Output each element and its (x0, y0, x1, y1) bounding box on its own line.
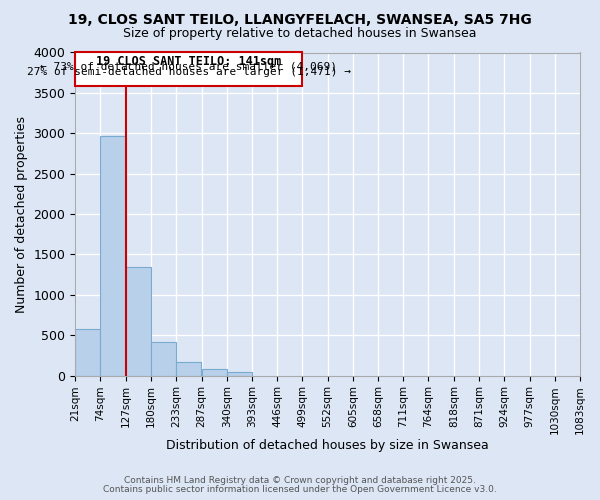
X-axis label: Distribution of detached houses by size in Swansea: Distribution of detached houses by size … (166, 440, 489, 452)
Text: Contains public sector information licensed under the Open Government Licence v3: Contains public sector information licen… (103, 485, 497, 494)
Bar (125, 268, 151, 376)
FancyBboxPatch shape (75, 52, 302, 86)
Bar (100, 136, 125, 376)
Text: 19 CLOS SANT TEILO: 141sqm: 19 CLOS SANT TEILO: 141sqm (96, 55, 281, 68)
Text: Contains HM Land Registry data © Crown copyright and database right 2025.: Contains HM Land Registry data © Crown c… (124, 476, 476, 485)
Text: ← 73% of detached houses are smaller (4,069): ← 73% of detached houses are smaller (4,… (40, 62, 337, 72)
Y-axis label: Number of detached properties: Number of detached properties (15, 116, 28, 312)
Bar (202, 369, 227, 376)
Bar (75, 328, 100, 376)
Bar (151, 342, 176, 376)
Text: Size of property relative to detached houses in Swansea: Size of property relative to detached ho… (123, 28, 477, 40)
Text: 27% of semi-detached houses are larger (1,471) →: 27% of semi-detached houses are larger (… (27, 67, 351, 77)
Text: 19, CLOS SANT TEILO, LLANGYFELACH, SWANSEA, SA5 7HG: 19, CLOS SANT TEILO, LLANGYFELACH, SWANS… (68, 12, 532, 26)
Bar (176, 362, 201, 376)
Bar (227, 372, 252, 376)
